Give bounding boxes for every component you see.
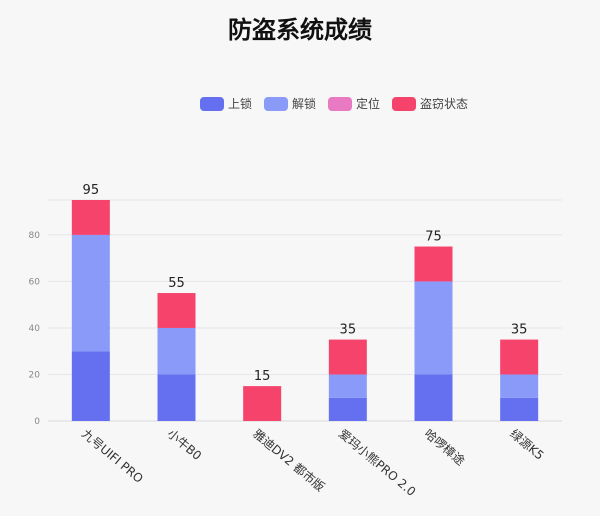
data-label: 15 <box>254 369 271 384</box>
legend-swatch <box>200 96 224 111</box>
chart-legend: 上锁 解锁 定位 盗窃状态 <box>200 95 468 112</box>
y-tick-label: 60 <box>29 277 41 287</box>
bar-segment <box>328 374 367 398</box>
bar-segment <box>243 386 282 421</box>
bar-segment <box>71 200 110 235</box>
y-tick-label: 80 <box>29 231 41 241</box>
data-label: 95 <box>83 183 100 198</box>
bar-segment <box>414 246 453 282</box>
legend-item[interactable]: 定位 <box>328 95 380 112</box>
chart-title: 防盗系统成绩 <box>228 16 372 44</box>
x-category-label: 哈啰樟途 <box>422 426 468 468</box>
legend-label: 定位 <box>356 97 381 111</box>
bar-segment <box>500 397 539 421</box>
legend-item[interactable]: 盗窃状态 <box>392 95 468 112</box>
x-category-label: 小牛B0 <box>165 426 205 463</box>
legend-swatch <box>264 96 289 111</box>
bar-segment <box>71 351 110 421</box>
legend-label: 上锁 <box>228 97 253 111</box>
legend-item[interactable]: 上锁 <box>200 95 252 112</box>
x-category-label: 绿源K5 <box>507 426 547 463</box>
legend-swatch <box>392 96 417 111</box>
legend-swatch <box>328 96 353 111</box>
bar-segment <box>328 339 367 375</box>
legend-label: 解锁 <box>292 97 317 111</box>
bar-segment <box>71 234 110 352</box>
bar-segment <box>157 327 196 375</box>
bar-segment <box>157 293 196 328</box>
legend-label: 盗窃状态 <box>420 97 469 111</box>
bar-segment <box>414 281 453 375</box>
y-tick-label: 40 <box>29 324 41 334</box>
y-tick-label: 0 <box>34 417 40 427</box>
bar-segment <box>500 339 539 375</box>
legend-item[interactable]: 解锁 <box>264 95 316 112</box>
data-label: 75 <box>425 230 442 245</box>
bar-segment <box>414 374 453 421</box>
x-category-label: 九号UIFI PRO <box>79 427 146 486</box>
x-category-label: 雅迪DV2 都市版 <box>250 426 328 495</box>
data-label: 55 <box>168 276 185 291</box>
y-tick-label: 20 <box>29 370 41 380</box>
bar-segment <box>157 374 196 421</box>
data-label: 35 <box>340 323 357 338</box>
bar-segment <box>328 397 367 421</box>
data-label: 35 <box>511 323 528 338</box>
x-category-label: 爱玛小熊PRO 2.0 <box>336 426 419 499</box>
bar-segment <box>500 374 539 398</box>
